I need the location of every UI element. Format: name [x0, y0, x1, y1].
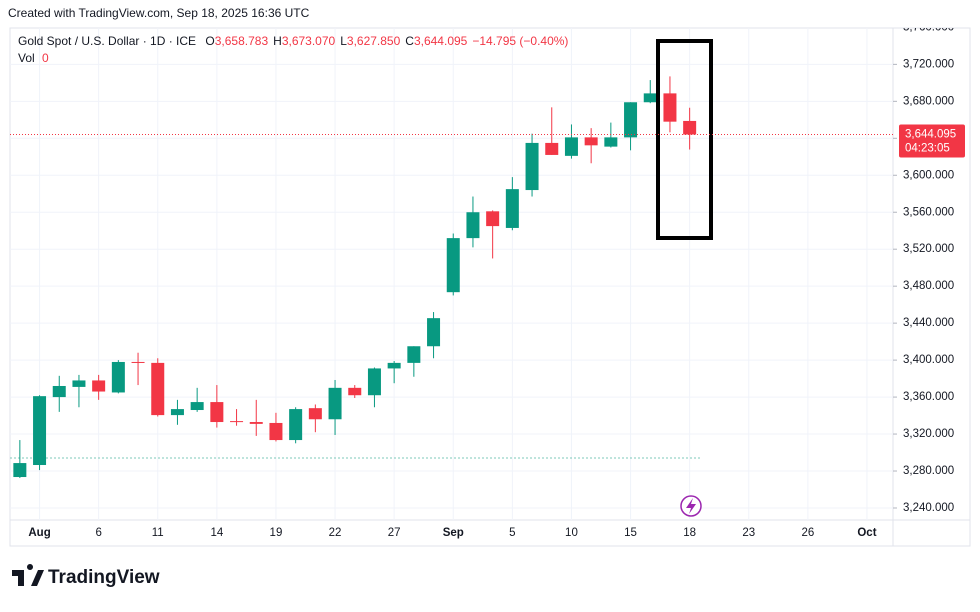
- candle-body: [230, 421, 244, 423]
- ohlc-key: H: [273, 34, 282, 48]
- y-tick-label: 3,240.000: [903, 502, 954, 514]
- candle-body: [33, 396, 47, 466]
- candle-body: [663, 93, 677, 122]
- event-bolt[interactable]: [686, 498, 696, 514]
- candle-body: [52, 385, 66, 398]
- ohlc-key: L: [340, 34, 347, 48]
- candle-body: [584, 137, 598, 146]
- candle-body: [466, 212, 480, 239]
- candle-body: [151, 362, 165, 416]
- x-tick-label: 22: [329, 527, 342, 539]
- candles: [13, 76, 697, 479]
- candle-body: [190, 402, 204, 411]
- candle-body: [328, 387, 342, 420]
- ohlc-value: 3,627.850: [347, 34, 401, 48]
- y-tick-label: 3,760.000: [903, 21, 954, 33]
- brand-logo: [12, 563, 44, 586]
- candle-body: [72, 380, 86, 387]
- ohlc-change: −14.795 (−0.40%): [472, 34, 568, 48]
- candle-body: [249, 422, 263, 424]
- x-tick-label: 19: [270, 527, 283, 539]
- candle-body: [131, 361, 145, 363]
- x-tick-label: 18: [683, 527, 696, 539]
- candle-body: [387, 362, 401, 369]
- brand: TradingView: [12, 563, 160, 588]
- y-tick-label: 3,280.000: [903, 465, 954, 477]
- candle-body: [545, 142, 559, 155]
- created-note: Created with TradingView.com, Sep 18, 20…: [8, 6, 310, 20]
- symbol-legend: Gold Spot / U.S. Dollar · 1D · ICE O3,65…: [18, 34, 568, 48]
- y-tick-label: 3,600.000: [903, 169, 954, 181]
- candle-body: [564, 137, 578, 156]
- ohlc-key: C: [405, 34, 414, 48]
- x-tick-label: 23: [742, 527, 755, 539]
- y-tick-label: 3,400.000: [903, 354, 954, 366]
- volume-legend: Vol 0: [18, 51, 49, 65]
- y-tick-label: 3,520.000: [903, 243, 954, 255]
- chart-frame: [9, 27, 971, 547]
- x-tick-label: Oct: [857, 527, 876, 539]
- candle-body: [427, 318, 441, 347]
- y-tick-label: 3,440.000: [903, 317, 954, 329]
- x-tick-label: Sep: [443, 527, 464, 539]
- candle-body: [643, 93, 657, 103]
- event-icon[interactable]: [680, 495, 702, 517]
- candle-body: [505, 189, 519, 228]
- volume-value: 0: [42, 51, 49, 65]
- candle-body: [13, 463, 27, 478]
- y-tick-label: 3,480.000: [903, 280, 954, 292]
- candle-body: [683, 120, 697, 135]
- header: Created with TradingView.com, Sep 18, 20…: [8, 6, 568, 65]
- candle-body: [170, 409, 184, 416]
- candle-body: [269, 422, 283, 441]
- candle-body: [348, 387, 362, 396]
- candle-body: [407, 346, 421, 363]
- volume-label: Vol: [18, 51, 35, 65]
- candle-body: [210, 402, 224, 423]
- candle-body: [486, 211, 500, 227]
- x-tick-label: Aug: [28, 527, 50, 539]
- y-tick-label: 3,720.000: [903, 58, 954, 70]
- last-price-box: [899, 124, 965, 158]
- last-price-label: 3,644.095: [905, 129, 956, 141]
- y-tick-label: 3,360.000: [903, 391, 954, 403]
- x-tick-label: 15: [624, 527, 637, 539]
- candle-body: [111, 361, 125, 393]
- candle-body: [308, 408, 322, 420]
- y-tick-label: 3,320.000: [903, 428, 954, 440]
- candle-body: [289, 409, 303, 441]
- x-tick-label: 26: [801, 527, 814, 539]
- x-tick-label: 6: [95, 527, 101, 539]
- candle-body: [624, 102, 638, 138]
- x-tick-label: 14: [210, 527, 223, 539]
- highlight-box: [656, 39, 713, 240]
- y-tick-label: 3,680.000: [903, 95, 954, 107]
- candle-body: [446, 238, 460, 293]
- x-tick-label: 10: [565, 527, 578, 539]
- x-tick-label: 27: [388, 527, 401, 539]
- candle-body: [604, 137, 618, 147]
- ohlc-value: 3,644.095: [414, 34, 468, 48]
- y-tick-label: 3,560.000: [903, 206, 954, 218]
- time-axis: Aug 6 11 14 19 22 27 Sep 5 10 15 18 23 26 Oct: [28, 527, 876, 539]
- candle-body: [92, 380, 106, 392]
- brand-name: TradingView: [48, 567, 160, 588]
- x-tick-label: 11: [152, 527, 164, 539]
- ohlc-value: 3,673.070: [282, 34, 336, 48]
- ohlc-value: 3,658.783: [215, 34, 269, 48]
- symbol-title: Gold Spot / U.S. Dollar · 1D · ICE: [18, 34, 196, 48]
- ohlc-key: O: [205, 34, 214, 48]
- candle-body: [367, 368, 381, 396]
- candle-body: [525, 142, 539, 191]
- countdown-label: 04:23:05: [905, 143, 950, 155]
- x-tick-label: 5: [509, 527, 515, 539]
